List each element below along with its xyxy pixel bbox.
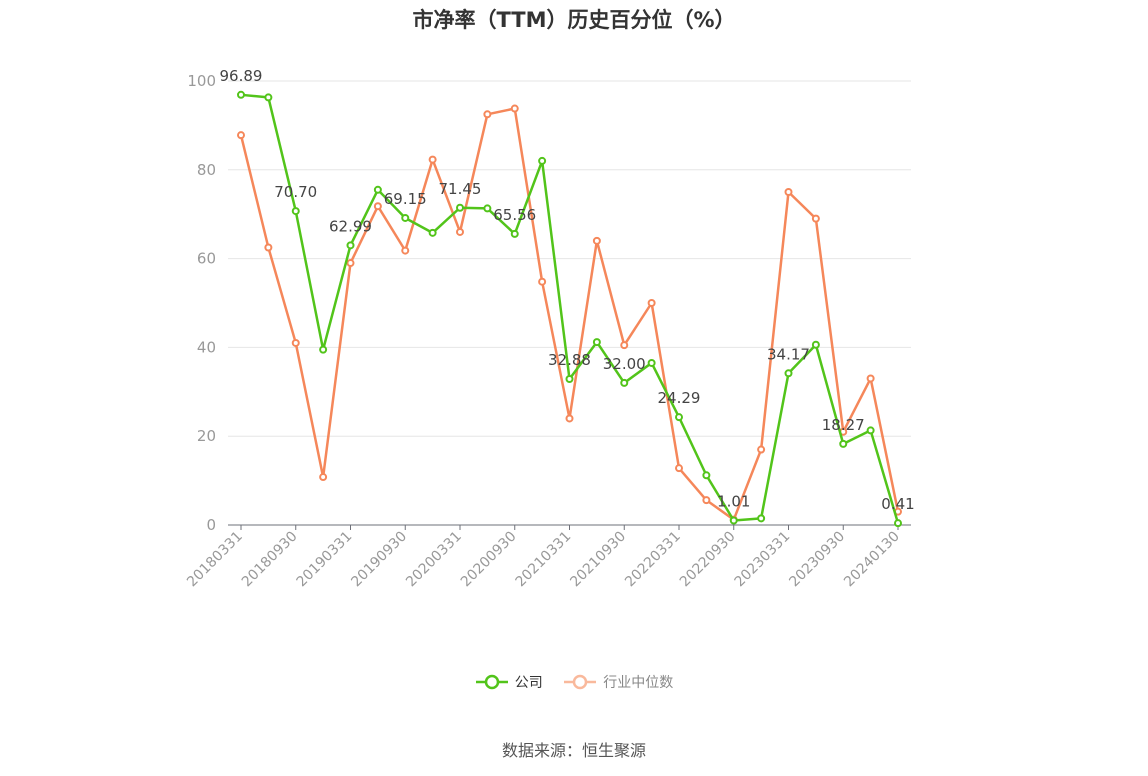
data-label: 65.56: [493, 206, 536, 224]
x-tick-label: 20210930: [567, 529, 629, 591]
data-point-company: [565, 375, 574, 384]
x-tick-label: 20220930: [677, 529, 739, 591]
x-tick-label: 20230930: [786, 529, 848, 591]
data-label: 32.00: [603, 355, 646, 373]
data-label: 71.45: [439, 180, 482, 198]
data-point-industry: [237, 131, 245, 140]
legend-marker-industry: [564, 674, 597, 690]
data-point-industry: [483, 110, 492, 119]
data-point-company: [346, 241, 355, 250]
data-point-industry: [866, 374, 875, 383]
series-line-company: [240, 93, 900, 524]
data-point-company: [839, 439, 848, 448]
data-source: 数据来源：恒生聚源: [501, 741, 646, 760]
data-point-industry: [428, 155, 437, 164]
data-point-industry: [456, 227, 464, 236]
data-point-company: [675, 413, 683, 422]
x-tick-label: 20180930: [239, 529, 301, 591]
x-tick-label: 20180331: [184, 529, 246, 591]
x-tick-label: 20200930: [458, 529, 520, 591]
data-point-industry: [373, 202, 382, 211]
data-point-company: [592, 338, 601, 347]
data-point-industry: [620, 341, 629, 350]
data-point-company: [510, 229, 519, 238]
data-label: 18.27: [822, 416, 865, 434]
data-point-industry: [592, 236, 601, 245]
x-tick-label: 20210331: [513, 529, 575, 591]
x-tick-label: 20190331: [294, 529, 356, 591]
data-point-company: [264, 93, 273, 102]
x-tick-label: 20240130: [841, 529, 903, 591]
x-tick-label: 20230331: [732, 529, 794, 591]
legend-item-company[interactable]: 公司: [475, 672, 543, 692]
chart-title: 市净率（TTM）历史百分位（%）: [412, 8, 736, 32]
data-point-company: [784, 369, 793, 378]
data-label: 70.70: [274, 183, 317, 201]
data-point-company: [538, 156, 547, 165]
data-point-industry: [264, 243, 273, 252]
data-point-industry: [784, 188, 793, 196]
data-label: 34.17: [767, 345, 810, 363]
data-point-company: [811, 340, 820, 349]
data-point-industry: [757, 445, 766, 454]
data-label: 0.41: [881, 495, 914, 513]
data-point-industry: [702, 496, 711, 505]
data-label: 24.29: [658, 389, 701, 407]
x-tick-label: 20190930: [348, 529, 410, 591]
data-point-company: [401, 213, 410, 222]
data-point-company: [729, 516, 738, 525]
x-tick-label: 20200331: [403, 529, 465, 591]
legend-marker-company: [475, 674, 508, 690]
x-tick-label: 20220331: [622, 529, 684, 591]
data-point-industry: [346, 259, 355, 268]
data-point-company: [428, 228, 437, 237]
data-label: 1.01: [717, 493, 750, 511]
data-point-company: [291, 207, 300, 216]
data-point-company: [702, 471, 711, 480]
data-point-industry: [647, 299, 656, 307]
data-point-company: [483, 204, 492, 213]
y-tick-label: 60: [197, 250, 216, 268]
data-label: 69.15: [384, 190, 427, 208]
y-tick-label: 40: [197, 338, 216, 356]
legend-label-company: 公司: [514, 675, 543, 691]
data-point-industry: [401, 246, 410, 255]
data-point-industry: [510, 104, 519, 113]
data-point-company: [894, 519, 902, 528]
data-point-company: [456, 203, 464, 212]
legend: 公司 行业中位数: [0, 672, 1148, 694]
data-point-company: [647, 358, 656, 367]
data-point-industry: [319, 473, 328, 482]
data-point-industry: [291, 338, 300, 347]
data-point-industry: [565, 414, 574, 423]
data-point-industry: [811, 214, 820, 223]
line-chart: 0 20 40 60 80 100 2018033120180930201903312019…: [184, 67, 915, 591]
y-tick-label: 0: [206, 516, 216, 534]
data-label: 96.89: [220, 67, 263, 85]
data-point-company: [757, 514, 766, 523]
data-label: 62.99: [329, 217, 372, 235]
data-point-company: [319, 345, 328, 354]
data-point-company: [373, 185, 382, 194]
data-point-industry: [675, 464, 683, 473]
legend-item-industry[interactable]: 行业中位数: [563, 672, 673, 692]
data-point-company: [237, 90, 245, 99]
data-label: 32.88: [548, 351, 591, 369]
y-tick-label: 100: [187, 72, 216, 90]
y-tick-label: 80: [197, 161, 216, 179]
data-point-company: [620, 378, 629, 387]
data-point-company: [866, 426, 875, 435]
legend-label-industry: 行业中位数: [603, 675, 674, 691]
data-point-industry: [538, 277, 547, 286]
y-tick-label: 20: [197, 427, 216, 445]
